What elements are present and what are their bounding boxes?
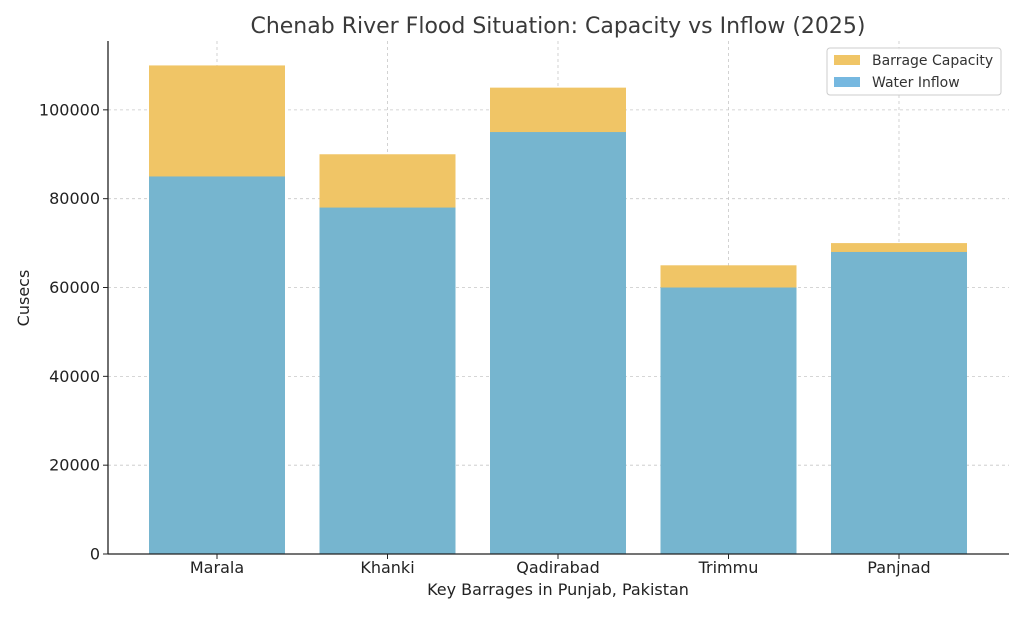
y-tick-label: 80000 (49, 189, 100, 208)
legend-frame (826, 47, 1002, 96)
y-tick-label: 40000 (49, 367, 100, 386)
legend-swatch-capacity (834, 55, 860, 65)
bars (149, 65, 967, 555)
x-tick-label: Khanki (360, 558, 414, 577)
y-tick-label: 0 (90, 545, 100, 564)
inflow-bar-panjnad (831, 251, 967, 554)
tick-labels: 0 20000 40000 60000 80000 100000 Marala Khanki Q… (39, 100, 931, 577)
x-tick-label: Panjnad (867, 558, 930, 577)
legend: Barrage Capacity Water Inflow (826, 47, 1002, 96)
y-tick-label: 100000 (39, 100, 100, 119)
inflow-bar-qadirabad (490, 132, 626, 554)
inflow-bar-marala (149, 176, 285, 554)
x-tick-label: Marala (190, 558, 244, 577)
inflow-bar-khanki (319, 207, 456, 554)
y-tick-label: 60000 (49, 278, 100, 297)
y-axis-label: Cusecs (14, 270, 33, 327)
x-tick-label: Trimmu (698, 558, 759, 577)
legend-label-inflow: Water Inflow (872, 75, 960, 91)
inflow-bar-trimmu (660, 287, 797, 554)
legend-label-capacity: Barrage Capacity (872, 53, 993, 69)
y-tick-label: 20000 (49, 456, 100, 475)
x-tick-label: Qadirabad (516, 558, 600, 577)
x-axis-label: Key Barrages in Punjab, Pakistan (427, 580, 689, 599)
legend-swatch-inflow (834, 77, 860, 87)
chart-title: Chenab River Flood Situation: Capacity v… (250, 14, 865, 39)
